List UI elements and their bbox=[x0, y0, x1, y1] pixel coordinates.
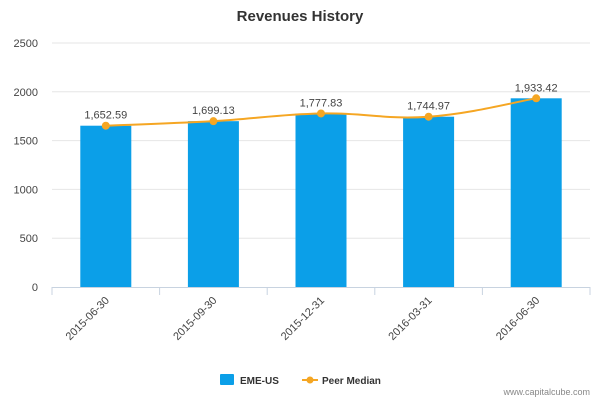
x-tick-label: 2015-09-30 bbox=[171, 295, 219, 343]
peer-median-point bbox=[209, 117, 218, 126]
x-axis: 2015-06-30 2015-09-30 2015-12-31 2016-03-31… bbox=[51, 287, 591, 343]
data-label: 1,744.97 bbox=[407, 101, 450, 113]
x-tick-label: 2016-06-30 bbox=[494, 295, 542, 343]
bar bbox=[510, 98, 562, 287]
x-tick-label: 2015-06-30 bbox=[64, 295, 112, 343]
y-tick-label: 1500 bbox=[14, 136, 38, 148]
legend-label-line: Peer Median bbox=[322, 376, 381, 387]
y-tick-label: 2000 bbox=[14, 87, 38, 99]
data-label: 1,933.42 bbox=[515, 82, 558, 94]
legend-marker-line bbox=[306, 376, 314, 384]
data-labels: 1,652.59 1,699.13 1,777.83 1,744.97 1,933.42 bbox=[84, 82, 557, 121]
bar bbox=[187, 121, 239, 287]
y-tick-label: 0 bbox=[32, 282, 38, 294]
bar bbox=[403, 116, 455, 288]
data-label: 1,777.83 bbox=[300, 97, 343, 109]
y-tick-label: 1000 bbox=[14, 184, 38, 196]
chart-title: Revenues History bbox=[237, 8, 364, 25]
peer-median-point bbox=[101, 121, 110, 130]
peer-median-point bbox=[424, 112, 433, 121]
data-label: 1,699.13 bbox=[192, 105, 235, 117]
peer-median-point bbox=[317, 109, 325, 118]
watermark: www.capitalcube.com bbox=[502, 387, 590, 397]
data-label: 1,652.59 bbox=[84, 110, 127, 122]
x-tick-label: 2016-03-31 bbox=[386, 295, 434, 343]
y-tick-label: 2500 bbox=[14, 38, 38, 50]
legend: EME-US Peer Median bbox=[220, 374, 381, 387]
y-axis: 0 500 1000 1500 2000 2500 bbox=[14, 38, 38, 294]
bar bbox=[80, 125, 132, 287]
bar bbox=[295, 113, 347, 287]
legend-swatch-bars bbox=[220, 374, 234, 385]
legend-label-bars: EME-US bbox=[240, 376, 279, 387]
peer-median-point bbox=[532, 94, 541, 103]
y-tick-label: 500 bbox=[20, 233, 38, 245]
line-series bbox=[101, 94, 541, 130]
x-tick-label: 2015-12-31 bbox=[279, 295, 327, 343]
bar-series bbox=[80, 98, 562, 288]
